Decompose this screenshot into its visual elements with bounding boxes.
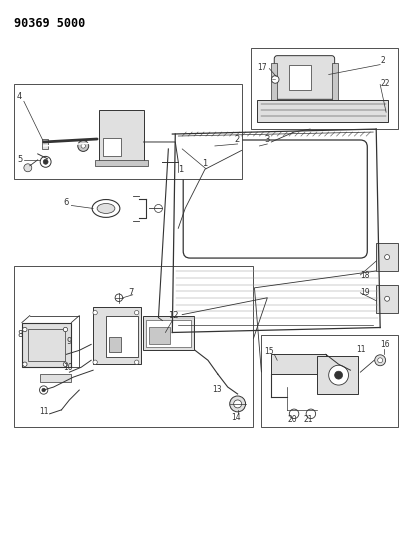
Circle shape [23, 327, 27, 332]
Circle shape [334, 371, 342, 379]
Bar [14, 266, 253, 427]
Text: 8: 8 [17, 330, 22, 340]
Text: 9: 9 [66, 337, 72, 346]
Text: 3: 3 [264, 135, 269, 144]
Bar [271, 62, 277, 100]
Text: 16: 16 [379, 341, 389, 349]
Text: 20: 20 [286, 415, 296, 424]
Text: 5: 5 [17, 155, 22, 164]
Bar [271, 354, 325, 374]
Bar [142, 316, 194, 350]
Text: 22: 22 [379, 79, 389, 88]
Circle shape [229, 396, 245, 412]
Bar [375, 285, 397, 313]
Ellipse shape [97, 204, 115, 213]
Bar [93, 306, 140, 364]
Text: 14: 14 [231, 413, 241, 422]
Bar [42, 139, 47, 149]
Bar [375, 243, 397, 271]
Circle shape [63, 327, 68, 332]
Text: 19: 19 [360, 288, 369, 297]
Bar [261, 335, 397, 427]
Bar [145, 320, 191, 348]
Text: 6: 6 [63, 198, 69, 207]
Text: 3: 3 [17, 121, 21, 127]
Circle shape [134, 360, 139, 365]
Text: 11: 11 [40, 407, 49, 416]
Circle shape [40, 156, 51, 167]
Circle shape [43, 159, 48, 164]
Circle shape [271, 76, 278, 83]
Bar [288, 64, 310, 91]
Text: 21: 21 [303, 415, 313, 424]
Text: 13: 13 [211, 385, 221, 394]
Bar [251, 48, 397, 129]
Text: 11: 11 [356, 345, 365, 354]
Circle shape [384, 296, 389, 301]
Bar [331, 62, 337, 100]
Bar [106, 316, 137, 357]
Text: 90369 5000: 90369 5000 [14, 17, 85, 30]
Bar [148, 327, 170, 344]
Circle shape [63, 362, 68, 366]
Text: 15: 15 [264, 348, 273, 356]
Bar [99, 110, 143, 162]
Circle shape [81, 144, 85, 148]
Bar [103, 138, 121, 156]
Text: 1: 1 [178, 165, 183, 174]
Circle shape [93, 310, 97, 315]
Circle shape [93, 360, 97, 365]
Text: 2: 2 [379, 55, 384, 64]
Text: 10: 10 [63, 363, 73, 372]
Bar [316, 356, 358, 394]
Text: 12: 12 [168, 311, 179, 320]
Circle shape [233, 400, 241, 408]
Circle shape [374, 355, 385, 366]
Bar [14, 84, 241, 179]
Bar [109, 337, 121, 352]
Text: 7: 7 [128, 288, 134, 297]
Bar [22, 322, 71, 367]
Text: 1: 1 [202, 159, 207, 168]
Circle shape [154, 205, 162, 213]
FancyBboxPatch shape [274, 55, 334, 99]
Circle shape [134, 310, 139, 315]
Bar [257, 100, 387, 122]
Circle shape [289, 409, 298, 418]
Text: 17: 17 [257, 62, 266, 71]
Ellipse shape [92, 199, 119, 217]
Circle shape [384, 255, 389, 260]
Circle shape [24, 164, 32, 172]
Circle shape [115, 294, 122, 302]
Bar [28, 328, 65, 361]
Bar [40, 374, 71, 382]
Circle shape [377, 358, 382, 363]
Circle shape [39, 386, 48, 394]
Bar [95, 160, 147, 166]
Text: 18: 18 [360, 271, 369, 280]
FancyBboxPatch shape [183, 140, 367, 258]
Circle shape [78, 141, 88, 151]
Circle shape [328, 365, 347, 385]
Circle shape [305, 409, 315, 418]
Text: 2: 2 [234, 135, 239, 144]
Text: 4: 4 [17, 92, 22, 101]
Circle shape [42, 388, 45, 392]
Circle shape [23, 362, 27, 366]
